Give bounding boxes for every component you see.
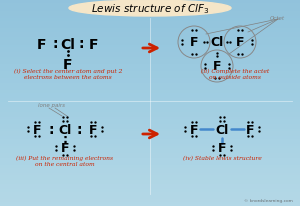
Text: (i) Select the center atom and put 2
electrons between the atoms: (i) Select the center atom and put 2 ele… [14,69,122,80]
Text: Cl: Cl [58,123,72,136]
Text: :: : [78,37,84,51]
Text: :: : [48,122,54,136]
Text: F: F [89,38,99,52]
Text: :: : [76,122,82,136]
Text: F: F [61,142,69,155]
Text: © knordslearning.com: © knordslearning.com [244,198,293,202]
Text: Cl: Cl [210,36,224,49]
Text: Cl: Cl [61,38,75,52]
Text: F: F [33,123,41,136]
Text: F: F [213,60,221,73]
Text: (ii) Complete the actet
on outside atoms: (ii) Complete the actet on outside atoms [201,69,269,80]
Text: :: : [52,37,58,51]
Text: :: : [62,132,68,145]
Ellipse shape [69,1,231,17]
Text: F: F [190,123,198,136]
Text: F: F [37,38,47,52]
Text: (iv) Stable lewis structure: (iv) Stable lewis structure [183,155,261,160]
Text: lone pairs: lone pairs [38,103,64,108]
Text: F: F [190,36,198,49]
Text: (iii) Put the remaining electrons
on the central atom: (iii) Put the remaining electrons on the… [16,155,114,166]
Text: $\mathit{Lewis\ structure\ of\ ClF_3}$: $\mathit{Lewis\ structure\ of\ ClF_3}$ [91,2,209,16]
Text: F: F [246,123,254,136]
Text: F: F [236,36,244,49]
Text: F: F [89,123,97,136]
Text: F: F [218,142,226,155]
Text: Octet: Octet [270,16,285,21]
Text: F: F [63,58,73,72]
Text: Cl: Cl [215,123,229,136]
